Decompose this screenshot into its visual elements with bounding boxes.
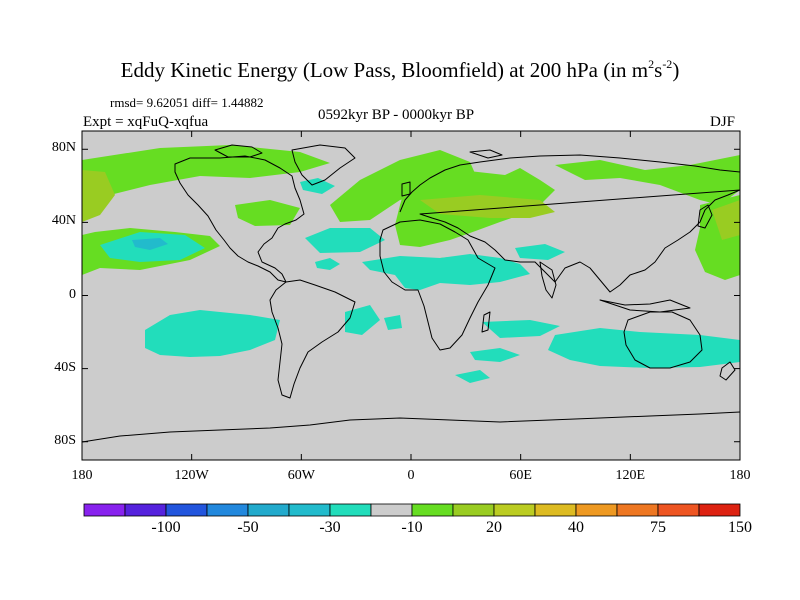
colorbar-swatch [370,503,413,517]
colorbar-label: 40 [568,519,584,536]
colorbar-swatch [575,503,618,517]
contour-negative [384,315,402,330]
colorbar-label: -30 [319,519,341,536]
contour-positive [235,200,300,226]
contour-positive [712,200,740,240]
colorbar [83,503,741,517]
contour-negative [470,348,520,362]
lat-tick-label: 80S [54,432,76,448]
colorbar-swatch [83,503,126,517]
coastline-australia [623,311,703,369]
experiment-text: Expt = xqFuQ-xqfua [83,114,209,130]
colorbar-swatch [288,503,331,517]
period-text: 0592kyr BP - 0000kyr BP [318,107,475,123]
coastline-antarctica [82,411,740,443]
contour-negative [482,320,560,338]
coastline-eurasia [399,154,740,293]
lat-tick-label: 80N [51,140,76,156]
contour-negative [145,310,280,357]
contour-negative [362,254,530,290]
contour-positive [82,145,330,205]
axis-ticks [81,131,741,460]
colorbar-label: -50 [237,519,259,536]
coastline-japan [697,204,713,229]
colorbar-swatch [493,503,536,517]
coastlines [82,144,740,443]
coastline-south-america [269,279,356,399]
colorbar-label: 75 [650,519,666,536]
contour-negative [305,228,385,253]
colorbar-swatch [329,503,372,517]
colorbar-label: -10 [401,519,423,536]
coastline-new-zealand [719,361,736,381]
contour-negative [515,244,565,260]
lon-tick-label: 180 [729,468,751,483]
coastline-greenland [291,144,356,186]
colorbar-swatch [124,503,167,517]
contour-negative [455,370,490,383]
contour-positive [555,155,740,205]
lon-tick-label: 180 [71,468,93,483]
coastline-uk [401,181,411,197]
contour-positive [330,150,480,222]
colorbar-swatch [206,503,249,517]
season-text: DJF [710,114,736,130]
colorbar-swatch [534,503,577,517]
contour-negative [132,238,168,250]
lon-tick-label: 60E [509,468,532,483]
coastline-indonesia [599,299,691,313]
colorbar-label: 150 [728,519,752,536]
lon-tick-label: 120W [174,468,209,483]
lat-tick-label: 40S [54,359,76,375]
colorbar-swatch [452,503,495,517]
eke-contours [82,145,740,383]
stats-text: rmsd= 9.62051 diff= 1.44882 [110,95,264,110]
colorbar-swatch [411,503,454,517]
contour-negative [345,305,380,335]
lon-tick-label: 0 [407,468,415,483]
contour-positive [420,195,555,218]
lon-tick-label: 60W [287,468,315,483]
colorbar-swatch [698,503,741,517]
colorbar-swatch [657,503,700,517]
colorbar-swatch [165,503,208,517]
coastline-india [539,261,557,299]
colorbar-label: -100 [151,519,181,536]
contour-negative [548,328,740,368]
coastline-arctic-islands [214,144,503,159]
colorbar-swatch [616,503,659,517]
coastline-africa [379,219,496,351]
plot-title: Eddy Kinetic Energy (Low Pass, Bloomfiel… [120,57,680,82]
colorbar-swatch [247,503,290,517]
colorbar-label: 20 [486,519,502,536]
coastline-madagascar [481,311,491,333]
lat-tick-label: 40N [51,213,76,229]
contour-negative [315,258,340,270]
coastline-north-america [174,155,305,283]
lat-tick-label: 0 [69,286,76,302]
lon-tick-label: 120E [615,468,646,483]
contour-positive [82,170,115,222]
